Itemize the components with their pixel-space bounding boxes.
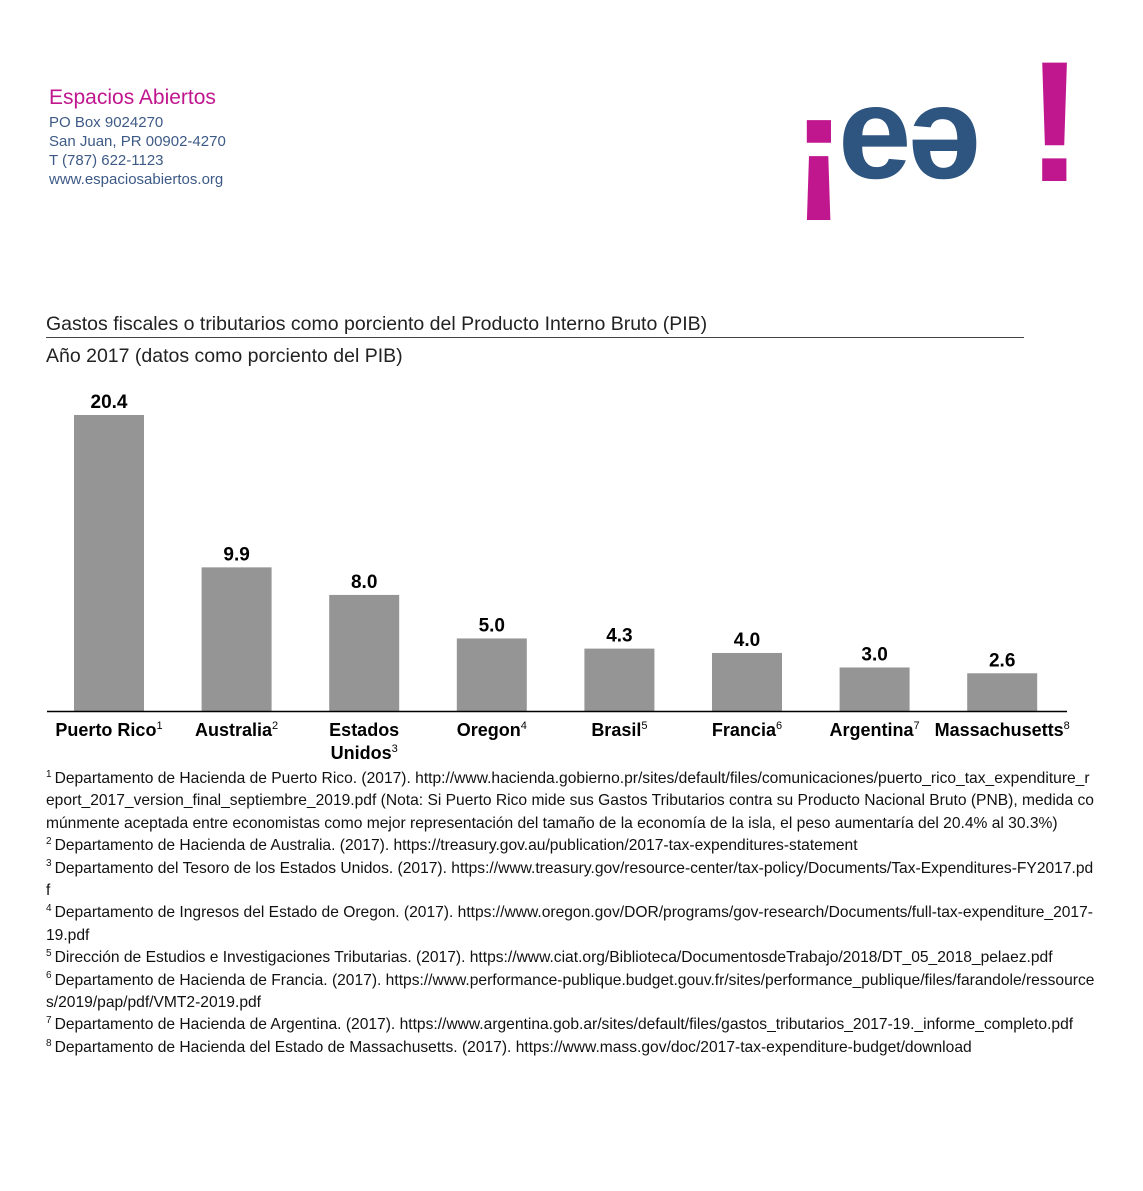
data-label: 4.0 <box>734 630 760 651</box>
footnote-marker: 7 <box>913 720 920 732</box>
category-text: Argentina <box>829 720 914 740</box>
footnote-number: 8 <box>46 1037 52 1049</box>
data-label: 2.6 <box>989 650 1015 671</box>
address-line-po-box: PO Box 9024270 <box>49 114 164 131</box>
footnote-number: 3 <box>46 858 52 870</box>
category-label: Australia2 <box>162 719 312 742</box>
footnote-number: 4 <box>46 903 52 915</box>
category-label: Puerto Rico1 <box>34 719 184 742</box>
category-label: Estados Unidos3 <box>289 719 439 765</box>
footnote-number: 1 <box>46 768 52 780</box>
category-label: Argentina7 <box>800 719 950 742</box>
footnotes: 1 Departamento de Hacienda de Puerto Rico… <box>46 768 1096 1059</box>
address-line-phone: T (787) 622-1123 <box>49 152 164 169</box>
logo-text: eə <box>838 59 977 206</box>
bar-francia <box>712 652 782 711</box>
category-text: Francia <box>711 720 776 740</box>
data-label: 3.0 <box>861 644 887 665</box>
footnote-text: Departamento de Hacienda de Australia. (… <box>54 837 858 855</box>
category-text: Puerto Rico <box>55 720 157 740</box>
category-text: Australia <box>195 720 273 740</box>
logo-close-mark: ! <box>1026 48 1083 218</box>
footnote-text: Departamento de Hacienda de Argentina. (… <box>54 1016 1074 1034</box>
footnote-6: 6 Departamento de Hacienda de Francia. (2… <box>46 970 1096 1015</box>
footnote-text: Departamento de Hacienda de Puerto Rico.… <box>46 770 1094 832</box>
bar-oregon <box>456 638 527 711</box>
footnote-5: 5 Dirección de Estudios e Investigaciones… <box>46 947 1096 969</box>
footnote-text: Departamento de Ingresos del Estado de O… <box>46 904 1093 944</box>
footnote-number: 7 <box>46 1015 52 1027</box>
footnote-text: Dirección de Estudios e Investigaciones … <box>54 949 1053 967</box>
category-text: Unidos <box>330 743 392 763</box>
category-text: Oregon <box>456 720 521 740</box>
footnote-marker: 6 <box>775 720 783 732</box>
footnote-2: 2 Departamento de Hacienda de Australia. … <box>46 835 1096 857</box>
category-label: Oregon4 <box>417 719 567 742</box>
footnote-text: Departamento de Hacienda del Estado de M… <box>54 1038 972 1056</box>
data-label: 5.0 <box>479 615 505 636</box>
org-name: Espacios Abiertos <box>49 86 216 109</box>
category-label: Massachusetts8 <box>922 719 1082 742</box>
bar-chart: 20.4 9.9 8.0 5.0 4.3 4.0 3.0 2.6 <box>47 392 1067 713</box>
data-label: 9.9 <box>223 544 249 565</box>
address-line-city: San Juan, PR 00902-4270 <box>49 133 226 150</box>
chart-title: Gastos fiscales o tributarios como porci… <box>46 313 708 335</box>
logo-open-mark: ¡ <box>790 56 847 220</box>
bar-australia <box>201 567 272 711</box>
address-line-website: www.espaciosabiertos.org <box>49 171 224 188</box>
title-divider <box>46 337 1024 338</box>
footnote-number: 5 <box>46 948 52 960</box>
data-label: 4.3 <box>606 626 632 647</box>
data-label: 8.0 <box>351 572 377 593</box>
bar-brasil <box>584 648 655 711</box>
footnote-1: 1 Departamento de Hacienda de Puerto Rico… <box>46 768 1096 835</box>
bar-puerto-rico <box>74 415 144 711</box>
footnote-7: 7 Departamento de Hacienda de Argentina. … <box>46 1014 1096 1036</box>
footnote-3: 3 Departamento del Tesoro de los Estados … <box>46 858 1096 903</box>
footnote-marker: 3 <box>391 743 398 755</box>
footnote-marker: 4 <box>520 720 527 732</box>
footnote-marker: 8 <box>1063 720 1070 732</box>
bar-massachusetts <box>967 673 1038 711</box>
data-label: 20.4 <box>91 392 128 413</box>
footnote-number: 2 <box>46 836 52 848</box>
bar-estados-unidos <box>329 594 400 711</box>
footnote-4: 4 Departamento de Ingresos del Estado de … <box>46 902 1096 947</box>
footnote-text: Departamento de Hacienda de Francia. (20… <box>46 971 1095 1012</box>
category-text: Estados <box>329 720 400 740</box>
category-text: Brasil <box>591 720 642 740</box>
footnote-marker: 2 <box>272 720 279 732</box>
category-label: Francia6 <box>672 719 822 742</box>
category-text: Massachusetts <box>934 720 1064 740</box>
org-contact-block: Espacios Abiertos PO Box 9024270 San Jua… <box>49 86 226 189</box>
footnote-marker: 1 <box>156 720 163 732</box>
footnote-number: 6 <box>46 970 52 982</box>
ea-logo: ¡ eə ! <box>790 48 1083 220</box>
footnote-text: Departamento del Tesoro de los Estados U… <box>46 859 1094 900</box>
bar-argentina <box>839 667 910 711</box>
category-label: Brasil5 <box>544 719 694 742</box>
chart-subtitle: Año 2017 (datos como porciento del PIB) <box>46 345 403 367</box>
footnote-marker: 5 <box>641 720 648 732</box>
footnote-8: 8 Departamento de Hacienda del Estado de … <box>46 1037 1096 1059</box>
